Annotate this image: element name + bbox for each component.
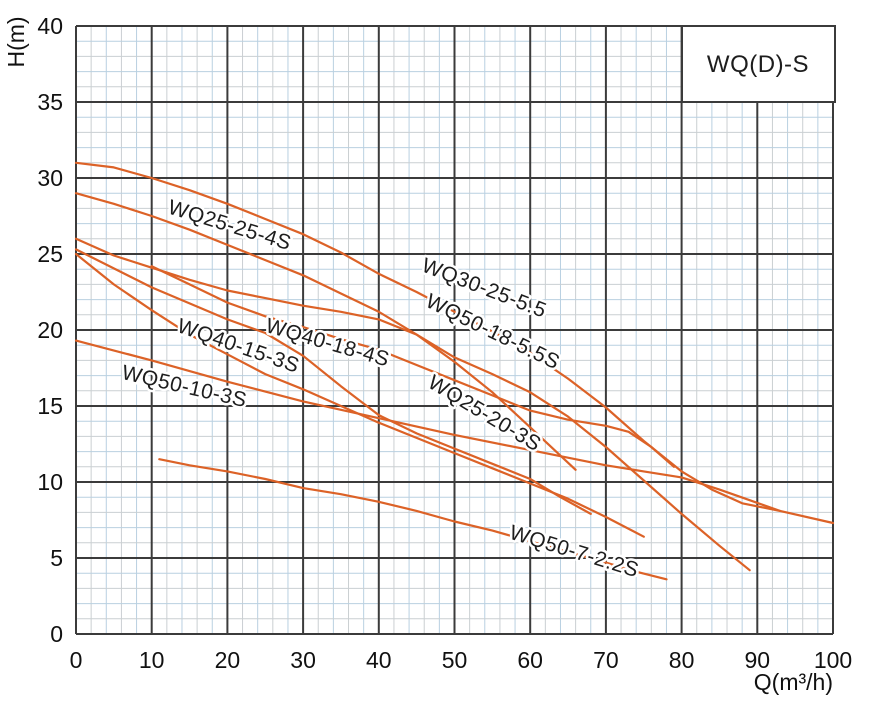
x-tick-0: 0 — [70, 647, 83, 673]
pump-curve-WQ40-18-4S — [150, 265, 676, 468]
x-tick-30: 30 — [290, 647, 316, 673]
x-tick-50: 50 — [442, 647, 468, 673]
y-tick-35: 35 — [37, 89, 63, 115]
series-title-label: WQ(D)-S — [707, 51, 809, 78]
pump-curve-WQ50-10-3S — [74, 339, 782, 512]
axis-tick-labels: 0 10 20 30 40 50 60 70 80 90 100 0 5 10 15 20 25 30 35 40 — [37, 13, 852, 673]
pump-curve-WQ25-20-3S — [74, 248, 592, 516]
y-tick-40: 40 — [37, 13, 63, 39]
x-tick-40: 40 — [366, 647, 392, 673]
y-tick-25: 25 — [37, 241, 63, 267]
pump-curve-WQ25-25-4S — [74, 192, 577, 471]
y-tick-5: 5 — [50, 545, 63, 571]
x-tick-70: 70 — [593, 647, 619, 673]
x-tick-80: 80 — [669, 647, 695, 673]
y-tick-30: 30 — [37, 165, 63, 191]
y-tick-10: 10 — [37, 469, 63, 495]
x-tick-20: 20 — [215, 647, 241, 673]
x-tick-90: 90 — [745, 647, 771, 673]
pump-curve-WQ50-7-2.2S — [158, 458, 668, 581]
y-axis-title: H(m) — [3, 16, 29, 67]
y-tick-20: 20 — [37, 317, 63, 343]
pump-curve-WQ50-18-5.5S — [74, 237, 751, 572]
x-axis-title: Q(m³/h) — [754, 669, 833, 695]
x-tick-100: 100 — [814, 647, 852, 673]
y-tick-15: 15 — [37, 393, 63, 419]
x-tick-10: 10 — [139, 647, 165, 673]
pump-curve-WQ40-15-3S — [74, 252, 645, 538]
x-tick-60: 60 — [517, 647, 543, 673]
pump-curves — [74, 161, 835, 581]
y-tick-0: 0 — [50, 621, 63, 647]
series-title-box — [681, 25, 836, 103]
